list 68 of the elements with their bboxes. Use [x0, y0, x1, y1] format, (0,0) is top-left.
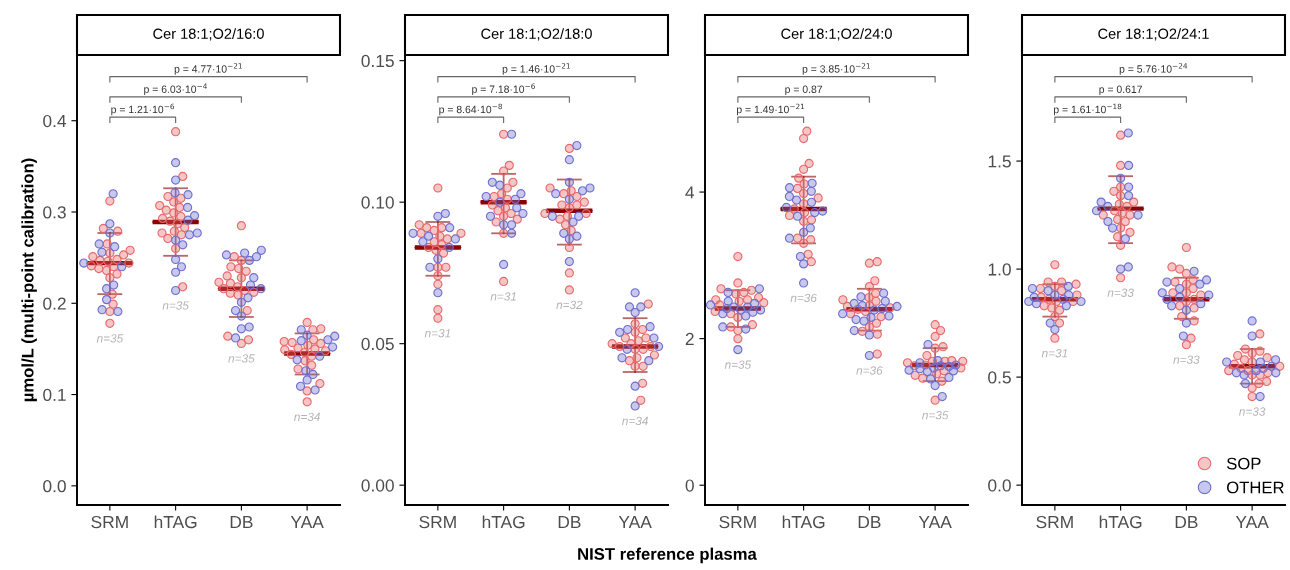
y-tick-label: 0.1 — [43, 388, 66, 402]
annotation: n=35 — [162, 301, 189, 310]
x-tick-label: YAA — [290, 516, 324, 528]
annotation: n=35 — [724, 360, 752, 369]
x-tick-label: hTAG — [482, 515, 525, 529]
x-tick-label: SRM — [1036, 515, 1073, 529]
y-tick-label: 0.15 — [361, 54, 394, 68]
annotation: p = 3.85·10$^{−21}$ — [802, 63, 870, 75]
annotation: p = 0.617 — [1099, 85, 1142, 96]
annotation: p = 6.03·10$^{−4}$ — [144, 83, 207, 95]
y-tick-label: 0.3 — [43, 206, 66, 219]
legend-label: OTHER — [1227, 481, 1284, 494]
y-tick-label: 0.4 — [43, 114, 67, 128]
y-tick-label: 0.2 — [43, 297, 66, 310]
x-tick-label: DB — [558, 516, 581, 528]
annotation: p = 1.21·10$^{−6}$ — [111, 103, 175, 116]
x-tick-label: DB — [230, 516, 253, 528]
x-tick-label: SRM — [91, 515, 128, 529]
annotation: n=36 — [856, 366, 883, 375]
annotation: n=31 — [490, 292, 516, 301]
annotation: p = 7.18·10$^{−6}$ — [472, 83, 535, 95]
y-tick-label: 0.00 — [361, 479, 394, 492]
annotation: p = 8.64·10$^{−8}$ — [439, 103, 503, 116]
chart-title: Cer 18:1;O2/18:0 — [481, 28, 592, 41]
chart-title: Cer 18:1;O2/24:1 — [1098, 28, 1209, 41]
annotation: n=35 — [228, 354, 255, 363]
legend-label: SOP — [1226, 457, 1261, 470]
y-tick-label: 1.5 — [988, 155, 1011, 168]
annotation: p = 4.77·10$^{−21}$ — [174, 63, 242, 75]
x-tick-label: hTAG — [782, 515, 825, 529]
annotation: n=36 — [790, 293, 817, 303]
x-tick-label: hTAG — [154, 515, 197, 529]
annotation: n=34 — [294, 412, 320, 422]
y-tick-label: 1.0 — [988, 263, 1011, 276]
annotation: p = 1.61·10$^{−18}$ — [1054, 103, 1122, 116]
y-tick-label: 0 — [685, 479, 694, 492]
annotation: n=35 — [96, 334, 124, 343]
annotation: p = 1.46·10$^{−21}$ — [502, 63, 570, 75]
annotation: n=33 — [1173, 355, 1200, 364]
x-tick-label: YAA — [618, 516, 652, 528]
annotation: p = 5.76·10$^{−24}$ — [1119, 63, 1188, 75]
x-tick-label: DB — [1175, 516, 1198, 528]
x-axis-title: NIST reference plasma — [578, 547, 757, 564]
annotation: n=35 — [922, 411, 949, 420]
annotation: n=31 — [1041, 349, 1068, 358]
x-tick-label: YAA — [1235, 516, 1269, 528]
x-tick-label: SRM — [719, 515, 756, 529]
annotation: n=34 — [622, 416, 648, 426]
annotation: p = 0.87 — [785, 85, 823, 96]
annotation: n=31 — [424, 329, 451, 338]
y-tick-label: 0.10 — [361, 196, 394, 209]
y-tick-label: 0.05 — [361, 337, 394, 351]
x-tick-label: DB — [858, 516, 881, 528]
y-tick-label: 0.5 — [988, 371, 1011, 384]
y-axis-title: µmol/L (multi-point calibration) — [21, 158, 37, 402]
y-tick-label: 4 — [685, 186, 695, 199]
x-tick-label: hTAG — [1099, 515, 1142, 529]
y-tick-label: 2 — [685, 332, 694, 345]
annotation: p = 1.49·10$^{−21}$ — [737, 103, 805, 116]
y-tick-label: 0.0 — [988, 479, 1011, 492]
annotation: n=33 — [1239, 407, 1266, 416]
chart-title: Cer 18:1;O2/24:0 — [781, 28, 892, 41]
y-tick-label: 0.0 — [43, 480, 66, 493]
x-tick-label: SRM — [419, 515, 456, 529]
x-tick-label: YAA — [918, 516, 952, 528]
annotation: n=32 — [556, 300, 583, 310]
annotation: n=33 — [1107, 288, 1134, 297]
chart-title: Cer 18:1;O2/16:0 — [153, 28, 264, 41]
